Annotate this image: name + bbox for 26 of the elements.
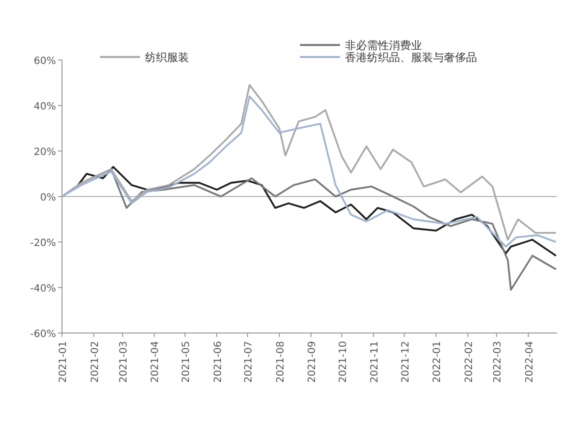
x-tick-label: 2021-06: [212, 341, 224, 383]
y-tick-label: 20%: [34, 147, 56, 158]
x-tick-label: 2021-03: [118, 341, 130, 383]
x-tick-label: 2021-08: [275, 341, 286, 383]
x-tick-label: 2021-05: [180, 341, 192, 383]
y-tick-label: 60%: [34, 56, 56, 67]
y-tick-label: -60%: [30, 329, 56, 340]
x-tick-label: 2021-09: [307, 341, 318, 383]
x-tick-label: 2021-10: [338, 341, 349, 383]
y-tick-label: -40%: [30, 284, 56, 294]
x-tick-label: 2022-03: [492, 341, 504, 383]
x-tick-label: 2021-01: [58, 341, 69, 383]
legend-label: 纺织服装: [145, 51, 189, 64]
legend-label: 非必需性消费业: [345, 39, 422, 52]
legend-label: 香港纺织品、服装与奢侈品: [345, 51, 477, 64]
x-tick-label: 2021-12: [400, 341, 412, 383]
x-tick-label: 2021-04: [150, 341, 162, 383]
y-tick-label: 0%: [40, 192, 56, 204]
x-tick-label: 2021-02: [90, 341, 101, 383]
x-tick-label: 2022-02: [464, 341, 475, 383]
x-tick-label: 2022-01: [432, 341, 444, 383]
x-tick-label: 2022-04: [524, 341, 536, 383]
y-tick-label: 40%: [34, 102, 56, 112]
y-tick-label: -20%: [30, 238, 56, 249]
x-tick-label: 2021-07: [243, 341, 254, 383]
x-tick-label: 2021-11: [370, 341, 381, 383]
